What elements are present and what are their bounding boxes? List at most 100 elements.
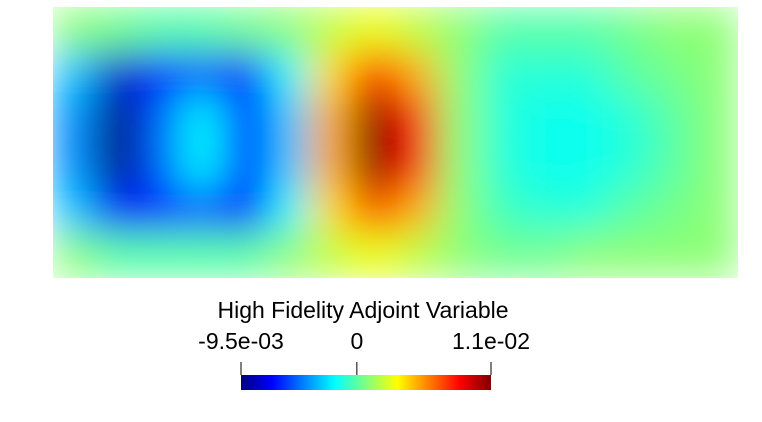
field-cell: [437, 142, 482, 189]
field-cell: [180, 187, 225, 234]
field-cell: [266, 96, 311, 143]
field-cell: [223, 187, 268, 234]
field-cell: [480, 51, 525, 98]
field-cell: [95, 142, 140, 189]
field-cell: [480, 96, 525, 143]
field-cell: [651, 142, 696, 189]
field-cell: [180, 142, 225, 189]
plot-area: [53, 7, 738, 278]
field-cell: [694, 187, 738, 234]
field-cell: [95, 187, 140, 234]
field-cell: [694, 96, 738, 143]
field-cell: [138, 187, 182, 234]
field-cell: [566, 142, 611, 189]
field-cell: [223, 142, 268, 189]
field-cell: [609, 96, 653, 143]
field-cell: [437, 51, 482, 98]
colorbar-tick-label: 0: [350, 328, 363, 354]
field-cell: [609, 142, 653, 189]
colorbar-tick-label: 1.1e-02: [452, 328, 530, 354]
field-cell: [480, 7, 525, 53]
field-cell: [523, 51, 568, 98]
field-cell: [223, 7, 268, 53]
field-cell: [609, 232, 653, 278]
field-cell: [523, 96, 568, 143]
field-cell: [138, 7, 182, 53]
field-cell: [480, 232, 525, 278]
field-cell: [523, 187, 568, 234]
field-cell: [309, 232, 354, 278]
field-cell: [437, 96, 482, 143]
field-cell: [566, 187, 611, 234]
field-cell: [138, 142, 182, 189]
field-cell: [95, 7, 140, 53]
field-cell: [694, 51, 738, 98]
field-cell: [395, 7, 439, 53]
field-cell: [138, 51, 182, 98]
colorbar-ticks: -9.5e-03 0 1.1e-02: [198, 328, 530, 375]
field-cell: [266, 142, 311, 189]
field-cell: [352, 142, 396, 189]
field: [53, 7, 738, 278]
field-cell: [53, 142, 97, 189]
field-cell: [309, 142, 354, 189]
colorbar-tick-label: -9.5e-03: [198, 328, 284, 354]
field-cell: [566, 51, 611, 98]
field-cell: [180, 51, 225, 98]
field-cell: [53, 187, 97, 234]
colorbar-title: High Fidelity Adjoint Variable: [217, 297, 508, 323]
field-cell: [395, 142, 439, 189]
field-cell: [266, 187, 311, 234]
field-cell: [523, 7, 568, 53]
field-cell: [651, 96, 696, 143]
field-cell: [352, 51, 396, 98]
field-cell: [395, 51, 439, 98]
field-cell: [694, 7, 738, 53]
field-cell: [266, 232, 311, 278]
field-cell: [395, 232, 439, 278]
field-cell: [223, 96, 268, 143]
field-cell: [223, 51, 268, 98]
field-cell: [566, 232, 611, 278]
field-cell: [437, 187, 482, 234]
field-cell: [566, 96, 611, 143]
field-cell: [138, 96, 182, 143]
field-cell: [223, 232, 268, 278]
field-cell: [523, 142, 568, 189]
field-cell: [180, 7, 225, 53]
field-cell: [309, 187, 354, 234]
field-cell: [651, 51, 696, 98]
field-cell: [53, 96, 97, 143]
field-cell: [266, 51, 311, 98]
field-cell: [95, 232, 140, 278]
field-cell: [609, 7, 653, 53]
field-cell: [566, 7, 611, 53]
field-cell: [437, 7, 482, 53]
field-cell: [95, 51, 140, 98]
field-cell: [309, 7, 354, 53]
field-cell: [53, 232, 97, 278]
field-cell: [266, 7, 311, 53]
field-cell: [309, 96, 354, 143]
field-cell: [609, 187, 653, 234]
field-cell: [609, 51, 653, 98]
field-cell: [180, 232, 225, 278]
field-cell: [309, 51, 354, 98]
field-cell: [651, 7, 696, 53]
field-cell: [480, 142, 525, 189]
field-cell: [694, 232, 738, 278]
field-cell: [395, 187, 439, 234]
field-cell: [138, 232, 182, 278]
field-cell: [95, 96, 140, 143]
field-cell: [352, 187, 396, 234]
field-cell: [395, 96, 439, 143]
colorbar: [241, 375, 491, 390]
field-cell: [694, 142, 738, 189]
field-cell: [523, 232, 568, 278]
field-cell: [53, 51, 97, 98]
field-cell: [651, 187, 696, 234]
field-cell: [651, 232, 696, 278]
field-cell: [437, 232, 482, 278]
